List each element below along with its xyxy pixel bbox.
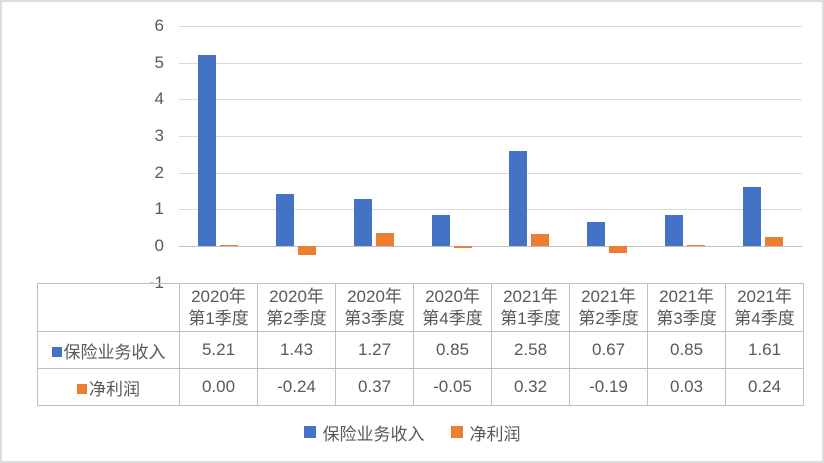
y-axis-tick-label: 0 [154, 236, 164, 255]
gridline-y5 [179, 63, 802, 64]
header-year: 2020年 [191, 286, 246, 306]
bar-series1-cat7 [665, 214, 683, 247]
gridline-y1 [179, 209, 802, 210]
series-name-label: 净利润 [89, 379, 140, 399]
table-value-series2-cat4: -0.05 [413, 368, 492, 406]
header-quarter: 第1季度 [500, 308, 561, 328]
bar-series2-cat2 [298, 246, 316, 255]
table-header-cat7: 2021年 第3季度 [647, 283, 726, 332]
legend-item-series1: 保险业务收入 [303, 420, 425, 445]
gridline-y6 [179, 26, 802, 27]
header-quarter: 第4季度 [734, 308, 795, 328]
bar-series2-cat1 [220, 245, 238, 246]
table-header-cat5: 2021年 第1季度 [491, 283, 570, 332]
table-value-series2-cat5: 0.32 [491, 368, 570, 406]
bar-series2-cat5 [531, 234, 549, 246]
gridline-y4 [179, 99, 802, 100]
header-year: 2021年 [581, 286, 636, 306]
bar-series1-cat2 [276, 193, 294, 246]
table-value-series1-cat7: 0.85 [647, 331, 726, 369]
y-axis-tick-label: 2 [154, 163, 164, 182]
table-row-series1: 保险业务收入 5.21 1.43 1.27 0.85 2.58 0.67 0.85 1.61 [37, 331, 804, 369]
table-value-series1-cat3: 1.27 [335, 331, 414, 369]
legend-item-series2: 净利润 [450, 420, 521, 445]
table-header-cat3: 2020年 第3季度 [335, 283, 414, 332]
bar-series2-cat6 [609, 246, 627, 253]
gridline-y3 [179, 136, 802, 137]
table-header-cat6: 2021年 第2季度 [569, 283, 648, 332]
header-year: 2020年 [269, 286, 324, 306]
bar-series1-cat6 [587, 221, 605, 247]
header-quarter: 第4季度 [422, 308, 483, 328]
table-header-cat1: 2020年 第1季度 [179, 283, 258, 332]
y-axis-tick-label: 5 [154, 53, 164, 72]
table-row-label-series2: 净利润 [37, 368, 180, 406]
table-header-cat2: 2020年 第2季度 [257, 283, 336, 332]
table-value-series2-cat3: 0.37 [335, 368, 414, 406]
header-quarter: 第3季度 [344, 308, 405, 328]
series-key-swatch-icon [77, 384, 87, 395]
legend: 保险业务收入 净利润 [2, 418, 822, 446]
y-axis-tick-label: 4 [154, 89, 164, 108]
header-year: 2021年 [659, 286, 714, 306]
table-value-series2-cat6: -0.19 [569, 368, 648, 406]
header-year: 2021年 [737, 286, 792, 306]
y-axis-tick-label: 6 [154, 16, 164, 35]
header-quarter: 第2季度 [266, 308, 327, 328]
table-header-cat4: 2020年 第4季度 [413, 283, 492, 332]
table-value-series1-cat2: 1.43 [257, 331, 336, 369]
header-quarter: 第1季度 [188, 308, 249, 328]
table-value-series1-cat8: 1.61 [725, 331, 804, 369]
y-axis-tick-label: 1 [154, 199, 164, 218]
bar-series2-cat8 [765, 237, 783, 246]
table-value-series1-cat6: 0.67 [569, 331, 648, 369]
bar-series1-cat8 [743, 187, 761, 246]
bar-series2-cat7 [687, 244, 705, 246]
table-corner-empty-cell [37, 283, 180, 332]
chart-data-table: 2020年 第1季度 2020年 第2季度 2020年 第3季度 2020年 第4季度 2021… [37, 283, 804, 406]
table-value-series1-cat1: 5.21 [179, 331, 258, 369]
table-header-cat8: 2021年 第4季度 [725, 283, 804, 332]
header-quarter: 第2季度 [578, 308, 639, 328]
bar-series1-cat4 [432, 214, 450, 247]
header-year: 2020年 [347, 286, 402, 306]
legend-label: 保险业务收入 [322, 424, 425, 444]
table-value-series2-cat8: 0.24 [725, 368, 804, 406]
table-value-series2-cat1: 0.00 [179, 368, 258, 406]
table-value-series1-cat4: 0.85 [413, 331, 492, 369]
series-key-swatch-icon [51, 347, 62, 358]
legend-swatch-icon [303, 426, 316, 438]
x-axis-zero-line [179, 246, 802, 247]
header-year: 2021年 [503, 286, 558, 306]
table-row-label-series1: 保险业务收入 [37, 331, 180, 369]
legend-label: 净利润 [469, 424, 521, 444]
table-value-series2-cat2: -0.24 [257, 368, 336, 406]
y-axis-tick-label: 3 [154, 126, 164, 145]
gridline-y2 [179, 173, 802, 174]
header-year: 2020年 [425, 286, 480, 306]
bar-series1-cat1 [198, 55, 216, 247]
bar-series2-cat4 [454, 246, 472, 248]
bar-series2-cat3 [376, 232, 394, 247]
series-name-label: 保险业务收入 [63, 342, 166, 362]
table-row-series2: 净利润 0.00 -0.24 0.37 -0.05 0.32 -0.19 0.03 0.24 [37, 368, 804, 406]
table-value-series2-cat7: 0.03 [647, 368, 726, 406]
table-value-series1-cat5: 2.58 [491, 331, 570, 369]
bar-series1-cat3 [354, 199, 372, 246]
header-quarter: 第3季度 [656, 308, 717, 328]
bar-series1-cat5 [509, 151, 527, 246]
legend-swatch-icon [450, 426, 463, 438]
